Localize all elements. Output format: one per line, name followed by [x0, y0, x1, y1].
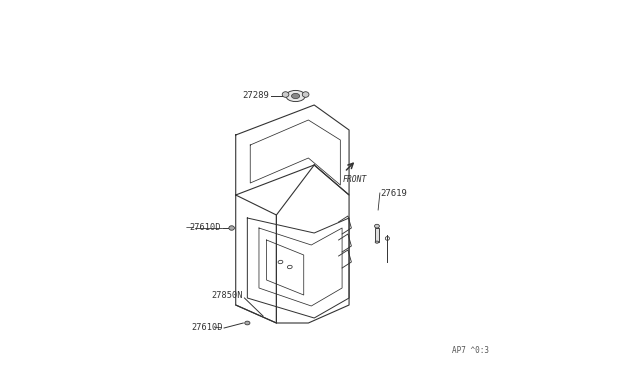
Ellipse shape — [229, 226, 234, 230]
Text: 27850N: 27850N — [212, 291, 243, 299]
Ellipse shape — [374, 224, 380, 228]
Text: FRONT: FRONT — [342, 175, 367, 184]
Ellipse shape — [302, 92, 309, 97]
Ellipse shape — [375, 241, 379, 243]
Text: 27289: 27289 — [243, 92, 269, 100]
Text: —: — — [214, 324, 222, 333]
Text: 27610D: 27610D — [189, 224, 221, 232]
Ellipse shape — [286, 90, 305, 102]
Text: AP7 ^0:3: AP7 ^0:3 — [452, 346, 488, 355]
Ellipse shape — [244, 321, 250, 325]
Text: 27610D: 27610D — [191, 324, 223, 333]
Ellipse shape — [291, 93, 300, 99]
Text: —: — — [186, 224, 195, 232]
Ellipse shape — [282, 92, 289, 97]
Text: 27619: 27619 — [380, 189, 407, 198]
Bar — [375, 228, 379, 242]
